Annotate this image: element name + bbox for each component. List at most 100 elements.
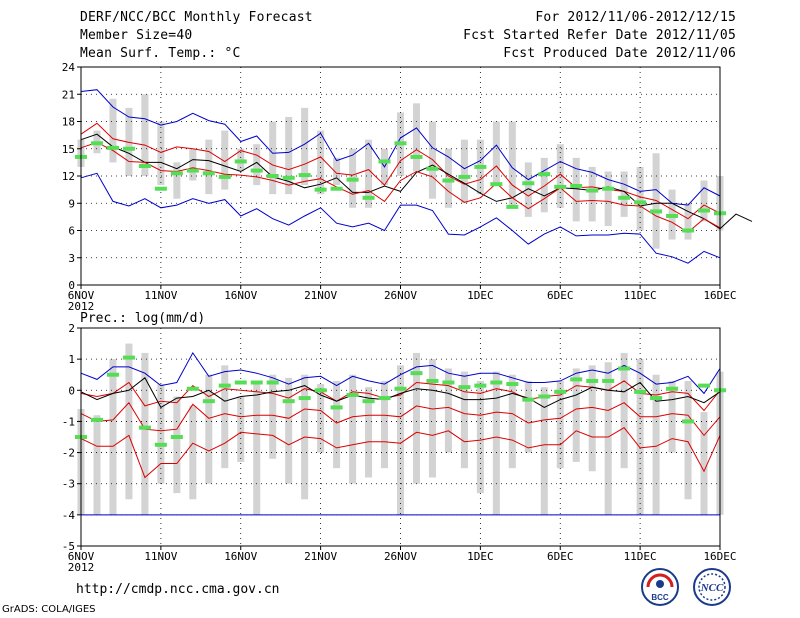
forecast-marker (346, 392, 359, 397)
range-bar (556, 144, 564, 208)
x-tick-label: 16NOV (224, 289, 257, 302)
forecast-marker (154, 186, 167, 191)
forecast-marker (234, 380, 247, 385)
forecast-marker (394, 386, 407, 391)
range-bar (604, 362, 612, 515)
range-bar (700, 180, 708, 222)
x-tick-label: 1DEC (467, 550, 494, 563)
forecast-marker (426, 378, 439, 383)
range-bar (444, 368, 452, 453)
y-tick-label: 3 (68, 252, 75, 265)
x-tick-sublabel: 2012 (68, 300, 95, 313)
range-bar (141, 352, 149, 515)
forecast-marker (122, 355, 135, 360)
forecast-marker (698, 208, 711, 213)
range-bar (189, 405, 197, 500)
forecast-marker (330, 186, 343, 191)
forecast-marker (554, 389, 567, 394)
precip-panel-title: Prec.: log(mm/d) (80, 311, 205, 326)
range-bar (540, 387, 548, 515)
forecast-marker (378, 396, 391, 401)
range-bar (604, 171, 612, 226)
x-tick-label: 21NOV (304, 289, 337, 302)
forecast-marker (650, 209, 663, 214)
x-tick-label: 6NOV (68, 550, 95, 563)
forecast-marker (154, 442, 167, 447)
y-tick-label: 21 (62, 88, 75, 101)
forecast-marker (570, 377, 583, 382)
forecast-marker (682, 228, 695, 233)
x-tick-label: 11NOV (144, 289, 177, 302)
forecast-marker (138, 425, 151, 430)
y-tick-label: 9 (68, 197, 75, 210)
forecast-marker (266, 380, 279, 385)
chart-title: DERF/NCC/BCC Monthly Forecast (80, 10, 313, 25)
series-line-lower (80, 401, 721, 437)
range-bar (285, 116, 293, 195)
ncc-logo-text: NCC (700, 582, 724, 594)
forecast-marker (458, 174, 471, 179)
range-bar (396, 365, 405, 515)
produced-date: Fcst Produced Date 2012/11/06 (503, 46, 736, 61)
y-tick-label: 1 (68, 353, 75, 366)
range-bar (269, 121, 277, 195)
forecast-marker (138, 164, 151, 169)
range-bar (476, 380, 484, 494)
forecast-marker (506, 204, 519, 209)
range-bar (620, 352, 628, 469)
y-tick-label: 0 (68, 279, 75, 292)
range-bar (141, 94, 149, 176)
forecast-marker (202, 399, 215, 404)
range-bar (492, 121, 500, 186)
x-tick-sublabel: 2012 (68, 561, 95, 574)
range-bar (301, 107, 309, 186)
y-tick-label: -1 (62, 415, 75, 428)
forecast-marker (538, 172, 551, 177)
y-tick-label: -4 (62, 509, 76, 522)
forecast-marker (218, 383, 231, 388)
source-url[interactable]: http://cmdp.ncc.cma.gov.cn (76, 582, 280, 597)
forecast-marker (282, 399, 295, 404)
range-bar (333, 380, 341, 469)
forecast-marker (298, 173, 311, 178)
range-bar (253, 380, 261, 515)
series-line-upper (80, 380, 721, 412)
range-bar (93, 415, 101, 515)
range-bar (365, 139, 373, 208)
forecast-marker (474, 383, 487, 388)
forecast-marker (682, 419, 695, 424)
forecast-marker (346, 177, 359, 182)
series-line-min (80, 172, 721, 264)
x-tick-label: 16DEC (703, 289, 736, 302)
series-line-max (80, 89, 721, 206)
x-tick-label: 21NOV (304, 550, 337, 563)
range-bar (636, 359, 644, 515)
forecast-marker (394, 141, 407, 146)
range-bar (620, 171, 628, 217)
forecast-marker (90, 417, 103, 422)
forecast-marker (554, 184, 567, 189)
range-bar (173, 396, 181, 494)
forecast-marker (378, 159, 391, 164)
forecast-marker (490, 182, 503, 187)
range-bar (492, 371, 500, 515)
forecast-marker (458, 385, 471, 390)
forecast-marker (698, 383, 711, 388)
range-bar (540, 157, 548, 213)
range-bar (205, 139, 213, 195)
forecast-marker (250, 380, 263, 385)
range-bar (381, 380, 389, 469)
forecast-marker (474, 164, 487, 169)
range-bar (508, 121, 516, 208)
forecast-marker (362, 399, 375, 404)
range-bar (668, 380, 676, 453)
y-tick-label: -2 (62, 447, 75, 460)
member-size: Member Size=40 (80, 28, 193, 43)
forecast-marker (442, 178, 455, 183)
forecast-marker (410, 154, 423, 159)
range-bar (285, 377, 293, 484)
range-bar (205, 374, 213, 484)
range-bar (412, 103, 420, 172)
